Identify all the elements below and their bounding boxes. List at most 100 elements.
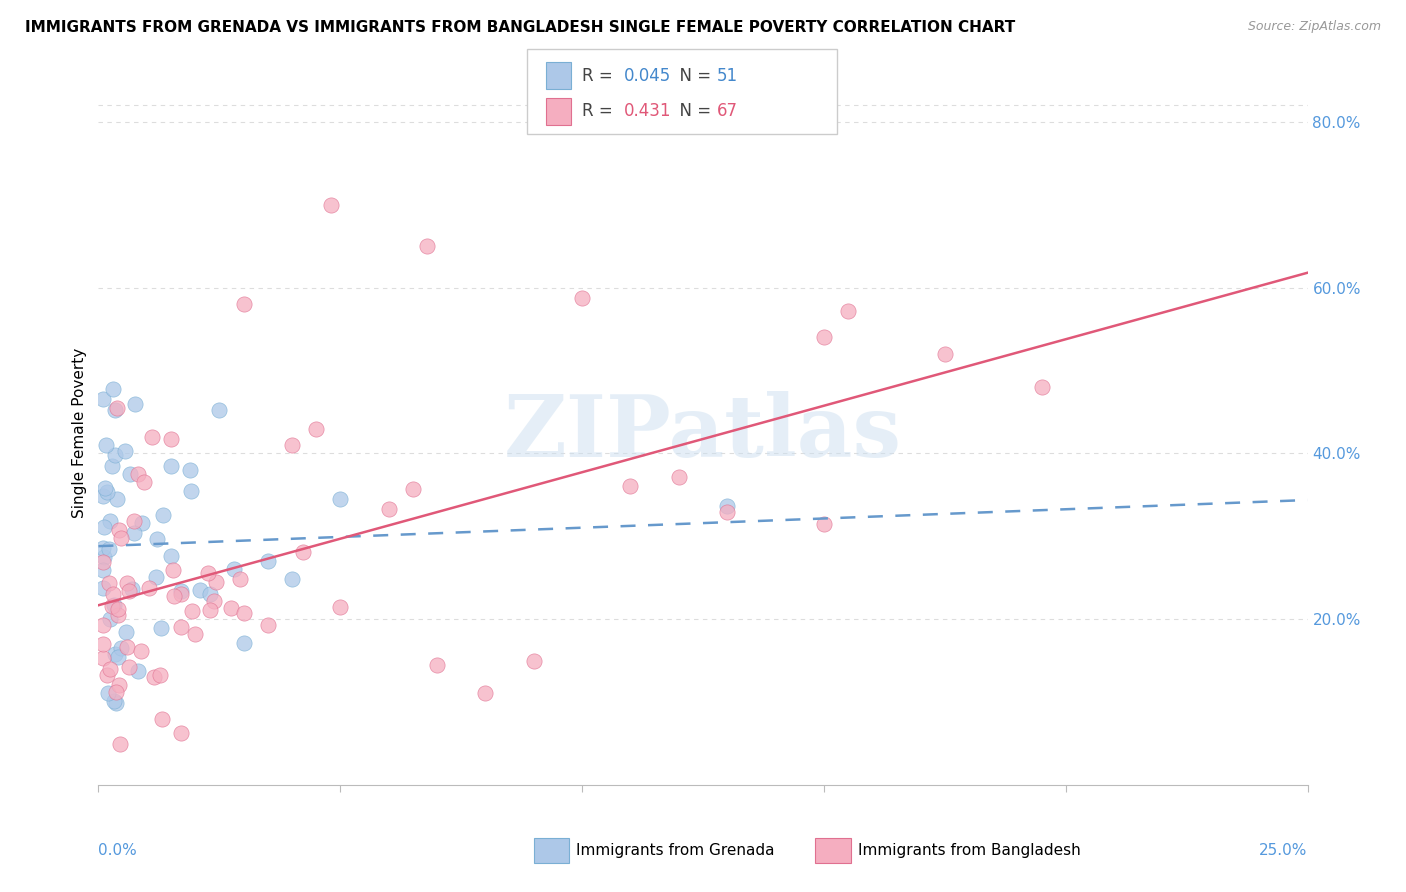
Point <box>105 685 128 699</box>
Y-axis label: Single Female Poverty: Single Female Poverty <box>72 348 87 517</box>
Point <box>150 622 173 636</box>
Point <box>98 542 121 557</box>
Point <box>474 686 496 700</box>
Point <box>91 617 114 632</box>
Point <box>813 516 835 531</box>
Point <box>104 448 127 462</box>
Point <box>208 402 231 417</box>
Point <box>416 239 439 253</box>
Text: 51: 51 <box>717 67 738 85</box>
Point <box>170 587 193 601</box>
Point <box>716 499 738 513</box>
Point <box>96 685 118 699</box>
Point <box>107 608 129 623</box>
Point <box>110 531 132 545</box>
Point <box>202 594 225 608</box>
Text: Immigrants from Grenada: Immigrants from Grenada <box>576 844 775 858</box>
Point <box>94 438 117 452</box>
Point <box>170 620 193 634</box>
Point <box>108 678 131 692</box>
Point <box>127 467 149 482</box>
Point <box>115 575 138 590</box>
Point <box>222 562 245 576</box>
Point <box>129 643 152 657</box>
Point <box>105 696 128 710</box>
Text: IMMIGRANTS FROM GRENADA VS IMMIGRANTS FROM BANGLADESH SINGLE FEMALE POVERTY CORR: IMMIGRANTS FROM GRENADA VS IMMIGRANTS FR… <box>25 20 1015 35</box>
Point <box>184 627 207 641</box>
Point <box>160 459 183 474</box>
Point <box>115 640 138 654</box>
Point <box>93 519 115 533</box>
Point <box>103 598 125 612</box>
Text: R =: R = <box>582 103 619 120</box>
Point <box>329 600 352 615</box>
Point <box>91 581 114 595</box>
Point <box>204 575 226 590</box>
Point <box>219 601 242 615</box>
Point <box>229 572 252 586</box>
Point <box>96 668 118 682</box>
Point <box>101 587 124 601</box>
Point <box>101 382 124 396</box>
Point <box>305 422 328 436</box>
Point <box>837 304 859 318</box>
Point <box>281 438 304 452</box>
Point <box>180 483 202 498</box>
Point <box>105 491 128 506</box>
Point <box>188 583 211 598</box>
Point <box>101 458 124 473</box>
Point <box>91 489 114 503</box>
Point <box>94 482 117 496</box>
Point <box>96 484 118 499</box>
Point <box>160 433 183 447</box>
Point <box>118 660 141 674</box>
Point <box>170 726 193 740</box>
Point <box>142 670 165 684</box>
Point <box>145 532 167 546</box>
Point <box>402 482 425 496</box>
Point <box>127 664 149 678</box>
Text: 25.0%: 25.0% <box>1260 843 1308 858</box>
Point <box>256 617 278 632</box>
Point <box>232 636 254 650</box>
Point <box>281 573 304 587</box>
Point <box>118 584 141 599</box>
Point <box>1031 380 1053 394</box>
Text: 0.045: 0.045 <box>624 67 672 85</box>
Text: N =: N = <box>669 67 717 85</box>
Point <box>169 583 191 598</box>
Point <box>179 463 201 477</box>
Point <box>122 526 145 541</box>
Point <box>107 602 129 616</box>
Text: R =: R = <box>582 67 619 85</box>
Point <box>291 545 314 559</box>
Point <box>145 570 167 584</box>
Point <box>93 549 115 564</box>
Point <box>426 657 449 672</box>
Point <box>232 606 254 620</box>
Point <box>114 443 136 458</box>
Point <box>377 502 399 516</box>
Point <box>150 712 173 726</box>
Point <box>107 649 129 664</box>
Point <box>91 541 114 555</box>
Text: ZIPatlas: ZIPatlas <box>503 391 903 475</box>
Text: Source: ZipAtlas.com: Source: ZipAtlas.com <box>1247 20 1381 33</box>
Text: Immigrants from Bangladesh: Immigrants from Bangladesh <box>858 844 1080 858</box>
Text: 0.431: 0.431 <box>624 103 672 120</box>
Point <box>131 516 153 531</box>
Point <box>98 611 121 625</box>
Point <box>198 603 221 617</box>
Text: N =: N = <box>669 103 717 120</box>
Point <box>571 291 593 305</box>
Point <box>668 469 690 483</box>
Point <box>124 396 146 410</box>
Point <box>329 492 352 507</box>
Point <box>91 392 114 407</box>
Point <box>118 467 141 481</box>
Point <box>98 662 121 676</box>
Point <box>101 599 124 613</box>
Point <box>115 624 138 639</box>
Point <box>716 505 738 519</box>
Point <box>103 694 125 708</box>
